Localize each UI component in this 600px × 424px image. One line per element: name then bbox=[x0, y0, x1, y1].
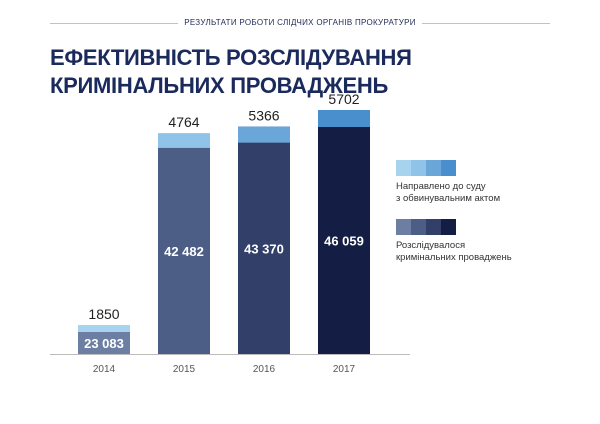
bar-indicted-2015 bbox=[158, 133, 210, 148]
bar-indicted-2017 bbox=[318, 110, 370, 127]
legend-indicted-line-2: з обвинувальним актом bbox=[396, 193, 501, 204]
page-title: ЕФЕКТИВНІСТЬ РОЗСЛІДУВАННЯ КРИМІНАЛЬНИХ … bbox=[50, 44, 412, 100]
legend-investigated-line-2: кримінальних проваджень bbox=[396, 252, 512, 263]
section-header: РЕЗУЛЬТАТИ РОБОТИ СЛІДЧИХ ОРГАНІВ ПРОКУР… bbox=[0, 18, 600, 27]
legend-label-investigated: Розслідувалося кримінальних проваджень bbox=[396, 240, 556, 264]
swatch-2016 bbox=[426, 219, 441, 235]
data-label-investigated-2014: 23 083 bbox=[84, 336, 124, 351]
legend-swatch-indicted bbox=[396, 160, 456, 176]
swatch-2015 bbox=[411, 219, 426, 235]
bar-investigated-2017 bbox=[318, 127, 370, 354]
header-rule-left bbox=[50, 23, 200, 24]
swatch-2016 bbox=[426, 160, 441, 176]
x-tick-label-2017: 2017 bbox=[333, 364, 356, 375]
legend-swatch-investigated bbox=[396, 219, 456, 235]
bar-indicted-2014 bbox=[78, 325, 130, 332]
data-label-investigated-2015: 42 482 bbox=[164, 244, 204, 259]
legend-investigated-line-1: Розслідувалося bbox=[396, 240, 466, 251]
data-label-indicted-2014: 1850 bbox=[88, 306, 119, 322]
x-tick-label-2016: 2016 bbox=[253, 364, 276, 375]
data-label-investigated-2017: 46 059 bbox=[324, 234, 364, 249]
legend-item-indicted: Направлено до суду з обвинувальним актом bbox=[396, 160, 556, 205]
x-tick-label-2015: 2015 bbox=[173, 364, 196, 375]
x-tick-label-2014: 2014 bbox=[93, 364, 116, 375]
swatch-2014 bbox=[396, 160, 411, 176]
legend-indicted-line-1: Направлено до суду bbox=[396, 181, 486, 192]
bar-investigated-2015 bbox=[158, 147, 210, 354]
data-label-indicted-2015: 4764 bbox=[168, 114, 199, 130]
title-line-2: КРИМІНАЛЬНИХ ПРОВАДЖЕНЬ bbox=[50, 73, 388, 98]
swatch-2014 bbox=[396, 219, 411, 235]
bar-investigated-2014 bbox=[78, 332, 130, 354]
swatch-2017 bbox=[441, 160, 456, 176]
bar-indicted-2016 bbox=[238, 126, 290, 143]
data-label-indicted-2017: 5702 bbox=[328, 91, 359, 107]
data-label-indicted-2016: 5366 bbox=[248, 107, 279, 123]
swatch-2015 bbox=[411, 160, 426, 176]
header-rule-right bbox=[400, 23, 550, 24]
title-line-1: ЕФЕКТИВНІСТЬ РОЗСЛІДУВАННЯ bbox=[50, 45, 412, 70]
legend-item-investigated: Розслідувалося кримінальних проваджень bbox=[396, 219, 556, 264]
bar-investigated-2016 bbox=[238, 142, 290, 354]
swatch-2017 bbox=[441, 219, 456, 235]
legend-label-indicted: Направлено до суду з обвинувальним актом bbox=[396, 181, 556, 205]
data-label-investigated-2016: 43 370 bbox=[244, 241, 284, 256]
